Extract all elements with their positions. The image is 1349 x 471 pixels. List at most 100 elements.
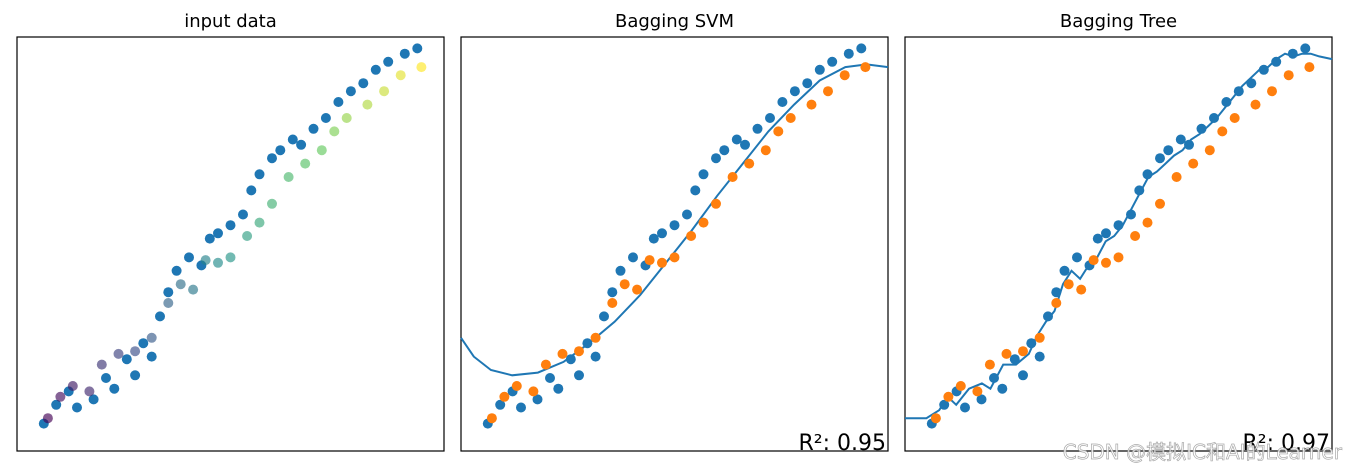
test-point — [727, 172, 738, 182]
test-point — [300, 158, 311, 169]
train-point — [1209, 113, 1219, 123]
train-point — [582, 338, 593, 349]
train-point — [88, 394, 99, 405]
panel-title-bagging-svm: Bagging SVM — [615, 11, 734, 32]
train-point — [814, 64, 825, 75]
test-point — [1018, 346, 1028, 357]
test-point — [499, 391, 510, 402]
test-point — [1113, 252, 1124, 263]
train-point — [765, 113, 775, 123]
train-point — [121, 354, 132, 365]
train-point — [213, 228, 223, 239]
test-point — [416, 62, 427, 73]
train-point — [1175, 134, 1186, 145]
train-point — [1072, 252, 1082, 263]
train-point — [1258, 64, 1269, 75]
test-point — [823, 86, 833, 97]
train-point — [1092, 233, 1103, 244]
score-label-bagging-tree: R²: 0.97 — [1243, 431, 1331, 456]
train-point — [1101, 228, 1111, 239]
train-point — [719, 145, 730, 156]
test-point — [242, 231, 253, 241]
test-point — [1076, 284, 1087, 295]
train-point — [827, 56, 838, 67]
test-point — [1188, 158, 1199, 169]
test-point — [1101, 257, 1111, 268]
train-point — [939, 399, 950, 410]
train-point — [682, 209, 692, 220]
panel-title-bagging-tree: Bagging Tree — [1060, 11, 1177, 32]
score-label-bagging-svm: R²: 0.95 — [799, 431, 887, 456]
watermark: CSDN @模拟IC和AI的Learner — [1063, 440, 1343, 464]
panel-bagging-tree: Bagging Tree R²: 0.97 — [904, 11, 1333, 456]
train-point — [615, 265, 626, 276]
test-point — [146, 332, 157, 343]
train-point — [976, 394, 987, 405]
train-point — [731, 134, 742, 145]
train-point — [843, 48, 854, 59]
train-point — [690, 185, 701, 196]
train-point — [345, 86, 356, 97]
test-point — [316, 145, 327, 156]
test-point — [84, 386, 95, 397]
test-point — [486, 413, 497, 424]
train-point — [254, 169, 265, 180]
train-point — [1196, 123, 1207, 134]
test-point — [590, 332, 601, 343]
train-point — [138, 338, 149, 349]
test-point — [955, 381, 966, 391]
train-point — [789, 86, 800, 97]
test-point — [213, 257, 223, 268]
test-point — [1001, 348, 1012, 359]
train-point — [565, 354, 576, 365]
test-point — [267, 198, 277, 209]
train-point — [698, 169, 709, 180]
train-point — [204, 233, 215, 244]
test-point — [96, 359, 107, 370]
test-point — [1217, 126, 1228, 137]
train-point — [1246, 78, 1257, 89]
test-point — [1155, 198, 1165, 209]
test-point — [1130, 231, 1141, 241]
train-point — [1271, 56, 1282, 67]
panel-bagging-svm: Bagging SVM R²: 0.95 — [460, 11, 889, 456]
test-point — [175, 279, 186, 290]
train-point — [574, 370, 584, 381]
train-point — [287, 134, 298, 145]
plot-area-bagging-tree — [905, 43, 1333, 429]
train-point — [1233, 86, 1244, 97]
train-point — [1300, 43, 1311, 54]
train-point — [296, 139, 307, 150]
test-point — [163, 298, 174, 308]
axes-frame-input-data — [16, 36, 445, 452]
test-point — [1204, 145, 1215, 156]
test-point — [972, 386, 983, 397]
test-point — [379, 86, 390, 97]
train-point — [370, 64, 381, 75]
train-point — [553, 383, 564, 394]
test-point — [225, 252, 236, 263]
train-point — [308, 123, 319, 134]
train-point — [1184, 139, 1194, 150]
test-point — [930, 413, 941, 424]
test-point — [1088, 255, 1099, 266]
test-point — [632, 284, 643, 295]
train-point — [383, 56, 394, 67]
train-point — [275, 145, 286, 156]
test-point — [1034, 332, 1045, 343]
plot-area-bagging-svm — [460, 43, 889, 429]
test-point — [686, 231, 697, 241]
test-point — [113, 348, 124, 359]
train-point — [545, 373, 555, 383]
test-point — [744, 158, 755, 169]
axes-frame-bagging-svm — [460, 36, 889, 452]
train-point — [109, 383, 120, 394]
test-point — [283, 172, 294, 182]
plot-area-input-data — [38, 43, 427, 429]
test-point — [130, 346, 141, 357]
train-point — [1155, 153, 1165, 164]
test-point — [55, 391, 66, 402]
train-point — [628, 252, 638, 263]
test-point — [760, 145, 771, 156]
